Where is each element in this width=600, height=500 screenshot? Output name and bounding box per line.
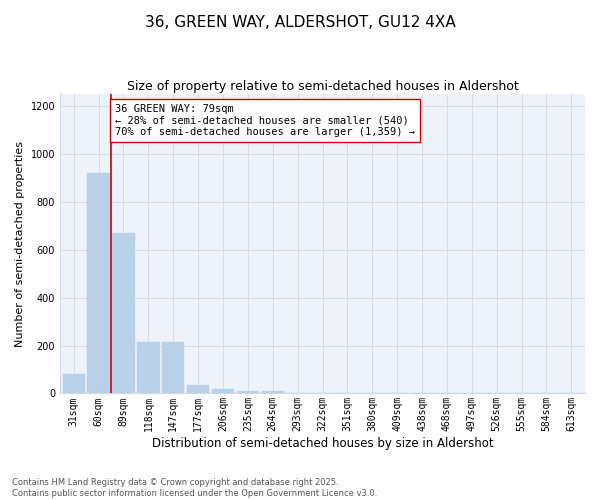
- Y-axis label: Number of semi-detached properties: Number of semi-detached properties: [15, 141, 25, 347]
- Bar: [236, 390, 259, 394]
- Bar: [112, 233, 134, 394]
- Text: 36 GREEN WAY: 79sqm
← 28% of semi-detached houses are smaller (540)
70% of semi-: 36 GREEN WAY: 79sqm ← 28% of semi-detach…: [115, 104, 415, 137]
- Bar: [187, 385, 209, 394]
- X-axis label: Distribution of semi-detached houses by size in Aldershot: Distribution of semi-detached houses by …: [152, 437, 493, 450]
- Bar: [262, 390, 284, 394]
- Title: Size of property relative to semi-detached houses in Aldershot: Size of property relative to semi-detach…: [127, 80, 518, 93]
- Bar: [137, 342, 160, 394]
- Bar: [62, 374, 85, 394]
- Bar: [88, 173, 110, 394]
- Text: 36, GREEN WAY, ALDERSHOT, GU12 4XA: 36, GREEN WAY, ALDERSHOT, GU12 4XA: [145, 15, 455, 30]
- Text: Contains HM Land Registry data © Crown copyright and database right 2025.
Contai: Contains HM Land Registry data © Crown c…: [12, 478, 377, 498]
- Bar: [212, 388, 234, 394]
- Bar: [162, 342, 184, 394]
